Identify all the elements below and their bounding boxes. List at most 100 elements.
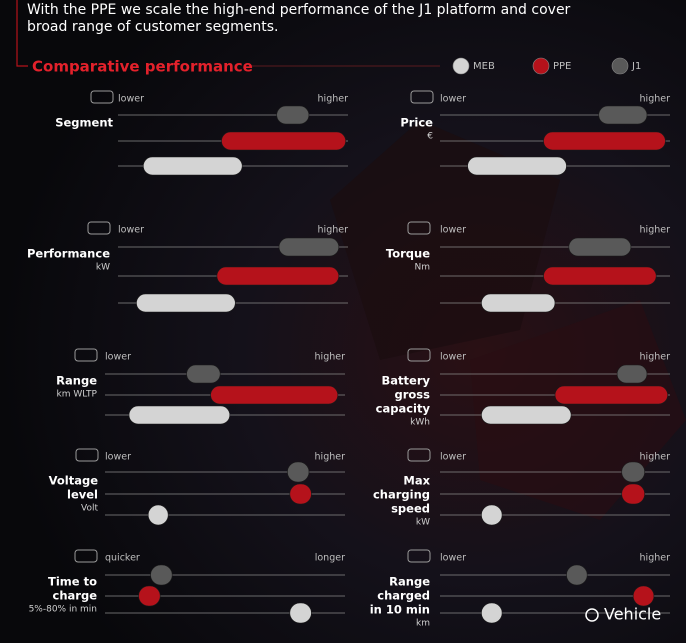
low-label: lower [118, 225, 144, 236]
panel-icon [74, 549, 98, 563]
low-label: lower [118, 94, 144, 105]
low-label: lower [440, 452, 466, 463]
panel-label: Time to [48, 575, 97, 589]
high-label: higher [315, 352, 346, 363]
range-bar [147, 504, 169, 526]
panel-label: Range [56, 374, 97, 388]
range-bar [481, 405, 572, 425]
range-bar [278, 237, 340, 257]
range-bar [287, 461, 310, 483]
panel-label: Voltage [49, 474, 99, 488]
range-bar [543, 266, 657, 286]
panel-label: charge [53, 589, 98, 603]
intro-line: With the PPE we scale the high-end perfo… [27, 2, 571, 18]
panel-label: Range [389, 575, 430, 589]
high-label: higher [318, 225, 349, 236]
panel-icon [410, 90, 434, 104]
panel-unit: km [416, 619, 430, 629]
frame-line [16, 0, 28, 67]
range-bar [276, 105, 310, 125]
range-bar [138, 585, 161, 607]
range-bar [481, 602, 503, 624]
high-label: higher [640, 452, 671, 463]
low-label: lower [440, 553, 466, 564]
panel-unit: Nm [415, 263, 431, 273]
range-bar [210, 385, 339, 405]
range-bar [481, 293, 556, 313]
panel-icon [87, 221, 111, 235]
intro-line: broad range of customer segments. [27, 19, 278, 35]
panel-label: in 10 min [370, 603, 430, 617]
range-bar [632, 585, 655, 607]
legend-label: J1 [631, 61, 641, 72]
panel-unit: kW [96, 263, 110, 273]
panel-label: charging [373, 488, 430, 502]
panel-icon [90, 90, 114, 104]
panel-icon [75, 448, 99, 462]
range-bar [216, 266, 340, 286]
range-bar [136, 293, 236, 313]
high-label: higher [318, 94, 349, 105]
range-bar [221, 131, 346, 151]
legend-swatch [532, 57, 550, 75]
panel-icon [407, 448, 431, 462]
range-bar [481, 504, 503, 526]
range-bar [543, 131, 666, 151]
range-bar [467, 156, 567, 176]
watermark-icon [585, 608, 599, 622]
range-bar [186, 364, 221, 384]
panel-icon [407, 549, 431, 563]
panel-label: speed [391, 502, 430, 516]
panel-label: Price [400, 116, 433, 130]
range-bar [621, 461, 646, 483]
panel-unit: kWh [410, 418, 430, 428]
range-bar [568, 237, 632, 257]
low-label: lower [105, 352, 131, 363]
high-label: higher [640, 553, 671, 564]
panel-label: Battery [382, 374, 431, 388]
watermark: Vehicle [604, 605, 661, 624]
panel-icon [407, 348, 431, 362]
legend-label: PPE [553, 61, 571, 72]
content: MEB PPE J1 Segment lower higher Price € lower hig… [27, 57, 671, 629]
panel-unit: € [427, 132, 433, 142]
panel-label: Performance [27, 247, 110, 261]
panel-label: capacity [376, 402, 431, 416]
panel-unit: km WLTP [57, 390, 98, 400]
range-bar [143, 156, 243, 176]
high-label: higher [315, 452, 346, 463]
panel-icon [407, 221, 431, 235]
panel-label: Torque [386, 247, 430, 261]
panel-label: charged [377, 589, 430, 603]
range-bar [598, 105, 648, 125]
range-bar [128, 405, 231, 425]
panel-icon [74, 348, 98, 362]
range-bar [554, 385, 668, 405]
panel-unit: 5%-80% in min [29, 605, 97, 615]
range-bar [289, 602, 312, 624]
range-bar [150, 564, 173, 586]
legend-swatch [611, 57, 629, 75]
high-label: higher [640, 94, 671, 105]
high-label: longer [315, 553, 345, 564]
low-label: lower [105, 452, 131, 463]
low-label: quicker [105, 553, 140, 564]
panel-label: level [67, 488, 98, 502]
panel-label: Segment [55, 116, 113, 130]
range-bar [616, 364, 648, 384]
legend-label: MEB [473, 61, 495, 72]
panel-unit: Volt [81, 504, 98, 514]
low-label: lower [440, 352, 466, 363]
high-label: higher [640, 225, 671, 236]
panel-label: Max [403, 474, 430, 488]
panel-unit: kW [416, 518, 430, 528]
high-label: higher [640, 352, 671, 363]
range-bar [566, 564, 588, 586]
panel-label: gross [395, 388, 431, 402]
range-bar [289, 483, 312, 505]
range-bar [621, 483, 646, 505]
legend-swatch [452, 57, 470, 75]
